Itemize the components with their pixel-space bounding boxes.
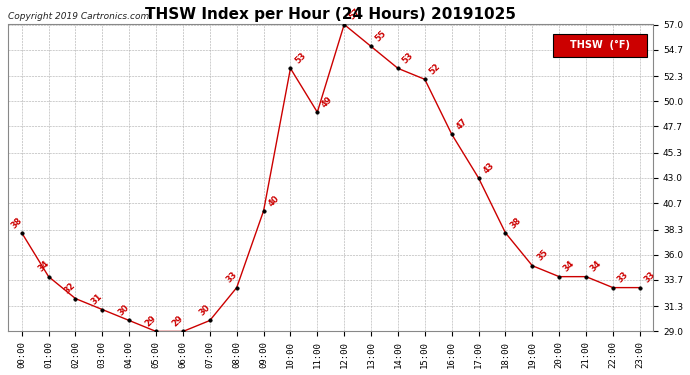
Point bbox=[607, 285, 618, 291]
Text: 53: 53 bbox=[293, 51, 308, 66]
Title: THSW Index per Hour (24 Hours) 20191025: THSW Index per Hour (24 Hours) 20191025 bbox=[146, 7, 516, 22]
Point bbox=[231, 285, 242, 291]
Point bbox=[526, 262, 538, 268]
Text: 31: 31 bbox=[90, 292, 104, 307]
Text: 53: 53 bbox=[401, 51, 415, 66]
Point bbox=[70, 296, 81, 302]
Text: 35: 35 bbox=[535, 248, 550, 263]
Point bbox=[124, 318, 135, 324]
Point bbox=[553, 274, 564, 280]
Point bbox=[150, 328, 161, 334]
Point bbox=[420, 76, 431, 82]
Point bbox=[312, 109, 323, 115]
Text: 33: 33 bbox=[224, 270, 239, 285]
Text: 29: 29 bbox=[170, 314, 185, 328]
Point bbox=[634, 285, 645, 291]
Text: 32: 32 bbox=[63, 281, 77, 296]
Text: 34: 34 bbox=[589, 259, 603, 274]
Text: THSW  (°F): THSW (°F) bbox=[570, 40, 630, 50]
Text: 52: 52 bbox=[428, 62, 442, 76]
Text: 30: 30 bbox=[197, 303, 212, 318]
Point bbox=[204, 318, 215, 324]
Point bbox=[97, 306, 108, 312]
Text: 38: 38 bbox=[509, 216, 523, 230]
Point bbox=[43, 274, 54, 280]
Text: 34: 34 bbox=[36, 259, 50, 274]
Point bbox=[258, 208, 269, 214]
Text: 40: 40 bbox=[266, 194, 281, 208]
Text: 57: 57 bbox=[347, 7, 362, 22]
FancyBboxPatch shape bbox=[553, 34, 647, 57]
Point bbox=[500, 230, 511, 236]
Point bbox=[446, 131, 457, 137]
Text: 29: 29 bbox=[144, 314, 158, 328]
Text: Copyright 2019 Cartronics.com: Copyright 2019 Cartronics.com bbox=[8, 12, 150, 21]
Text: 55: 55 bbox=[374, 29, 388, 44]
Point bbox=[366, 44, 377, 50]
Point bbox=[580, 274, 591, 280]
Point bbox=[17, 230, 28, 236]
Text: 34: 34 bbox=[562, 259, 577, 274]
Text: 33: 33 bbox=[615, 270, 630, 285]
Text: 43: 43 bbox=[482, 160, 496, 175]
Text: 49: 49 bbox=[320, 95, 335, 110]
Point bbox=[393, 65, 404, 71]
Text: 30: 30 bbox=[117, 303, 131, 318]
Point bbox=[339, 21, 350, 27]
Point bbox=[473, 175, 484, 181]
Text: 38: 38 bbox=[9, 216, 23, 230]
Point bbox=[285, 65, 296, 71]
Text: 47: 47 bbox=[455, 117, 469, 131]
Text: 33: 33 bbox=[642, 270, 657, 285]
Point bbox=[177, 328, 188, 334]
